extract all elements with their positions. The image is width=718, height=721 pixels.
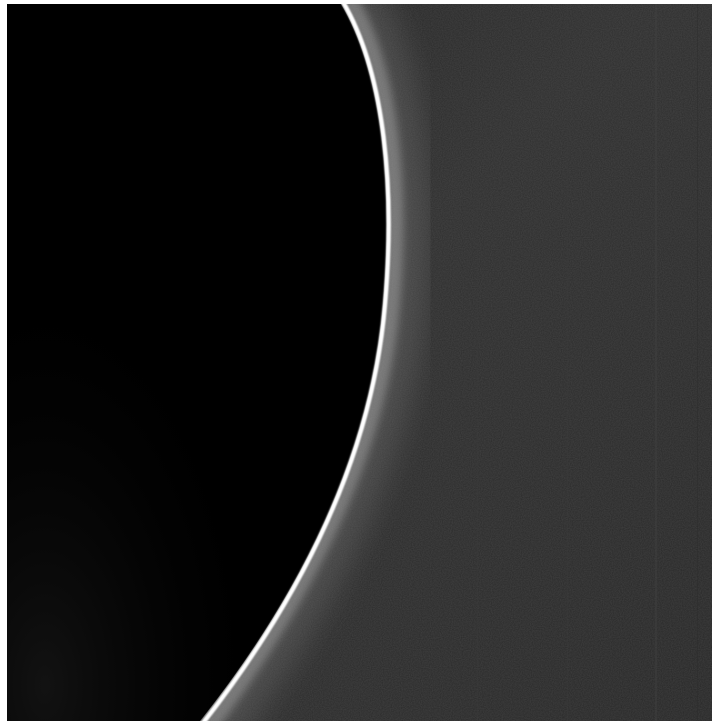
planet-limb-scene	[7, 4, 712, 721]
disk-shading	[7, 4, 387, 721]
limb-core	[203, 4, 390, 721]
haze-glow-inner	[201, 4, 404, 721]
space-photograph	[7, 4, 712, 721]
